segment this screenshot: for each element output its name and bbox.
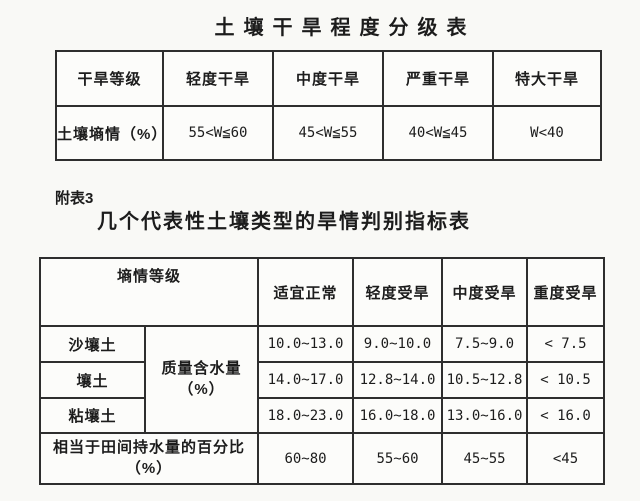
table-row: 土壤墒情（%） 55<W≦60 45<W≦55 40<W≦45 W<40 <box>55 105 602 161</box>
table2-value-cell: 18.0~23.0 <box>257 397 355 434</box>
table2-header-heavy-drought: 重度受旱 <box>526 257 606 327</box>
table2-value-cell: <45 <box>526 432 606 485</box>
table2-header-light-drought: 轻度受旱 <box>352 257 444 327</box>
appendix-label: 附表3 <box>55 190 94 207</box>
soil-type-indicator-table: 墒情等级 适宜正常 轻度受旱 中度受旱 重度受旱 沙壤土 质量含水量 （%） 1… <box>38 257 606 485</box>
table-header-row: 墒情等级 适宜正常 轻度受旱 中度受旱 重度受旱 <box>38 257 606 327</box>
table2-value-cell: 60~80 <box>257 432 355 485</box>
mass-water-content-line1: 质量含水量 <box>161 360 242 378</box>
table1-header-severe-drought: 严重干旱 <box>382 50 494 107</box>
table-row-field-capacity: 相当于田间持水量的百分比 （%） 60~80 55~60 45~55 <45 <box>38 432 606 485</box>
table2-header-medium-drought: 中度受旱 <box>441 257 529 327</box>
table2-value-cell: < 16.0 <box>526 397 606 434</box>
table1-header-medium-drought: 中度干旱 <box>272 50 384 107</box>
field-capacity-line2: （%） <box>125 459 173 477</box>
field-capacity-percentage-label: 相当于田间持水量的百分比 （%） <box>38 432 260 485</box>
table2-value-cell: 14.0~17.0 <box>257 361 355 399</box>
table2-value-cell: 10.5~12.8 <box>441 361 529 399</box>
drought-classification-table: 干旱等级 轻度干旱 中度干旱 严重干旱 特大干旱 土壤墒情（%） 55<W≦60… <box>55 50 602 161</box>
table1-header-light-drought: 轻度干旱 <box>162 50 274 107</box>
field-capacity-line1: 相当于田间持水量的百分比 <box>53 439 246 457</box>
table-header-row: 干旱等级 轻度干旱 中度干旱 严重干旱 特大干旱 <box>55 50 602 107</box>
table2-value-cell: 10.0~13.0 <box>257 325 355 363</box>
page-title: 土壤干旱程度分级表 <box>214 17 476 39</box>
soil-type-label: 壤土 <box>39 361 146 399</box>
table2-corner-moisture-grade: 墒情等级 <box>38 257 260 327</box>
table2-value-cell: 16.0~18.0 <box>352 397 444 434</box>
table2-value-cell: 7.5~9.0 <box>441 325 529 363</box>
table2-title: 几个代表性土壤类型的旱情判别指标表 <box>97 211 471 233</box>
table2-value-cell: < 10.5 <box>526 361 606 399</box>
table1-header-drought-level: 干旱等级 <box>55 50 164 107</box>
table-row-loam: 壤土 14.0~17.0 12.8~14.0 10.5~12.8 < 10.5 <box>39 361 606 399</box>
table1-value-cell: W<40 <box>492 105 602 161</box>
table-row-sandy-loam: 沙壤土 质量含水量 （%） 10.0~13.0 9.0~10.0 7.5~9.0… <box>39 325 606 434</box>
table2-value-cell: 12.8~14.0 <box>352 361 444 399</box>
table1-value-cell: 45<W≦55 <box>272 105 384 161</box>
table1-value-cell: 40<W≦45 <box>382 105 494 161</box>
table1-value-cell: 55<W≦60 <box>162 105 274 161</box>
soil-type-label: 粘壤土 <box>39 397 146 434</box>
table2-value-cell: 9.0~10.0 <box>352 325 444 363</box>
table2-value-cell: 13.0~16.0 <box>441 397 529 434</box>
table-row-clay-loam: 粘壤土 18.0~23.0 16.0~18.0 13.0~16.0 < 16.0 <box>39 397 606 434</box>
table1-row-label-soil-moisture: 土壤墒情（%） <box>55 105 164 161</box>
soil-type-label: 沙壤土 <box>39 325 146 363</box>
mass-water-content-label: 质量含水量 （%） <box>143 325 260 434</box>
table1-header-extreme-drought: 特大干旱 <box>492 50 602 107</box>
mass-water-content-line2: （%） <box>178 380 225 398</box>
table2-value-cell: < 7.5 <box>526 325 606 363</box>
table2-value-cell: 55~60 <box>352 432 444 485</box>
table2-value-cell: 45~55 <box>441 432 529 485</box>
table2-header-suitable-normal: 适宜正常 <box>257 257 355 327</box>
